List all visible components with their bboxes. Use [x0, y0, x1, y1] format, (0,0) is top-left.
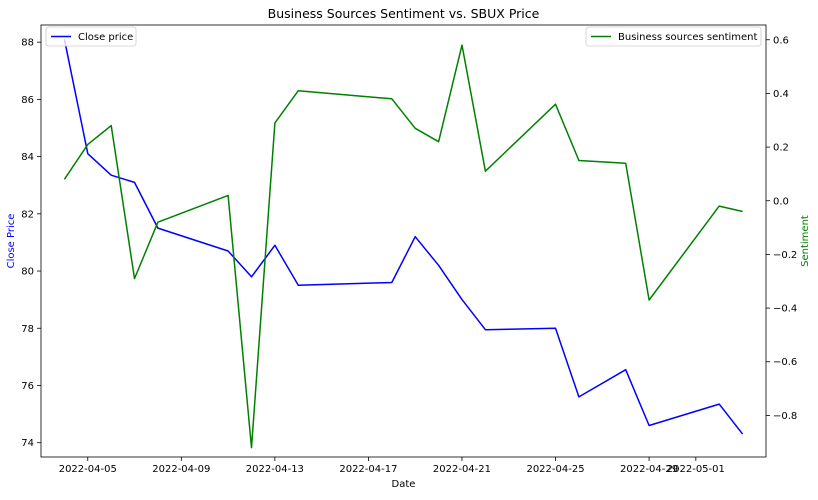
x-tick-label: 2022-04-17 [339, 464, 397, 475]
y-right-tick-label: 0.2 [773, 143, 789, 154]
y-right-tick-label: −0.8 [773, 411, 797, 422]
y-left-tick-label: 80 [21, 267, 34, 278]
legend-box-left [45, 26, 137, 47]
y-right-tick-label: −0.4 [773, 304, 797, 315]
x-tick-label: 2022-04-25 [526, 464, 584, 475]
y-left-tick-label: 88 [21, 38, 34, 49]
y-right-axis-label: Sentiment [800, 215, 811, 267]
y-right-tick-label: −0.6 [773, 357, 797, 368]
plot-frame [40, 24, 767, 458]
y-left-tick-label: 84 [21, 152, 34, 163]
y-left-axis-label: Close Price [6, 214, 17, 269]
x-tick-label: 2022-04-09 [152, 464, 210, 475]
x-tick-label: 2022-04-13 [246, 464, 304, 475]
y-left-tick-label: 74 [21, 438, 34, 449]
y-left-tick-label: 76 [21, 381, 34, 392]
x-tick-label: 2022-04-29 [620, 464, 678, 475]
x-tick-label: 2022-05-01 [667, 464, 725, 475]
series-line-0 [63, 39, 744, 435]
legend-box-right [585, 26, 762, 47]
x-tick-label: 2022-04-05 [59, 464, 117, 475]
y-left-tick-label: 86 [21, 95, 34, 106]
chart-title: Business Sources Sentiment vs. SBUX Pric… [268, 6, 540, 21]
y-right-tick-label: 0.0 [773, 196, 789, 207]
legend-label-right: Business sources sentiment [618, 32, 758, 43]
y-right-tick-label: 0.4 [773, 89, 789, 100]
legend-label-left: Close price [78, 32, 133, 43]
y-left-tick-label: 82 [21, 209, 34, 220]
x-axis-label: Date [392, 479, 416, 490]
y-right-tick-label: 0.6 [773, 35, 789, 46]
x-tick-label: 2022-04-21 [433, 464, 491, 475]
y-left-tick-label: 78 [21, 324, 34, 335]
series-line-1 [63, 44, 743, 449]
y-right-tick-label: −0.2 [773, 250, 797, 261]
